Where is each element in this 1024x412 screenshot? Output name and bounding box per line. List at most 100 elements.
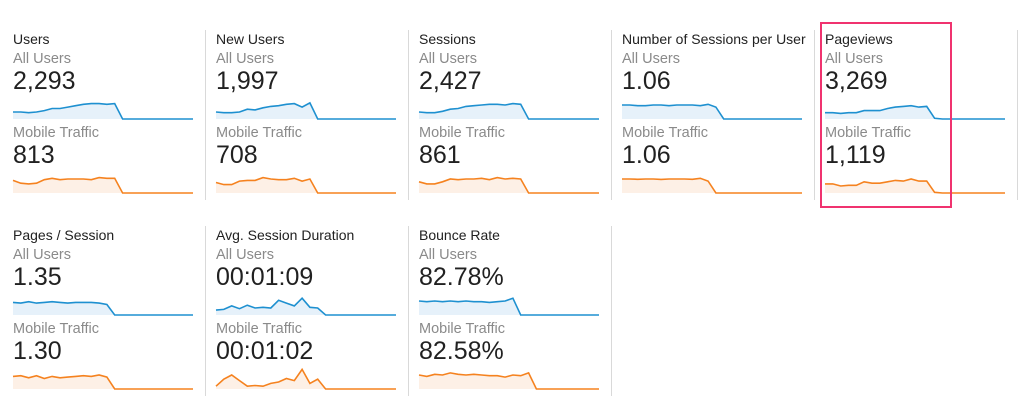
segment-label-mobile-traffic: Mobile Traffic [419, 125, 505, 141]
segment-label-all-users: All Users [419, 247, 478, 263]
segment-label-all-users: All Users [622, 51, 681, 67]
card-divider [611, 30, 612, 200]
metric-value-mobile-traffic: 82.58% [419, 337, 504, 365]
metric-value-mobile-traffic: 1.06 [622, 141, 671, 169]
sparkline-line [418, 102, 599, 120]
metric-card-new-users[interactable]: New Users All Users 1,997 Mobile Traffic… [215, 31, 408, 203]
sparkline-all-users [13, 102, 193, 120]
sparkline-area [825, 105, 1005, 119]
sparkline-all-users [418, 102, 599, 120]
metric-value-all-users: 2,427 [419, 67, 482, 95]
sparkline-area [622, 104, 802, 119]
metric-value-all-users: 00:01:09 [216, 263, 314, 291]
segment-label-mobile-traffic: Mobile Traffic [13, 321, 99, 337]
sparkline-area [13, 103, 193, 119]
metric-card-bounce-rate[interactable]: Bounce Rate All Users 82.78% Mobile Traf… [418, 227, 611, 399]
card-divider [408, 30, 409, 200]
sparkline-all-users [215, 297, 396, 316]
sparkline-area [13, 177, 193, 193]
metric-value-all-users: 2,293 [13, 67, 76, 95]
card-divider [408, 226, 409, 396]
sparkline-mobile-traffic [12, 176, 193, 194]
metric-value-mobile-traffic: 1,119 [825, 141, 886, 169]
segment-label-mobile-traffic: Mobile Traffic [216, 321, 302, 337]
metric-value-all-users: 3,269 [825, 67, 888, 95]
sparkline-all-users [12, 300, 193, 316]
sparkline-line [13, 102, 193, 120]
sparkline-line [12, 300, 193, 316]
sparkline-line [622, 103, 802, 120]
sparkline-mobile-traffic [215, 176, 396, 194]
sparkline-line [215, 176, 396, 194]
sparkline-area [419, 372, 599, 389]
metric-value-all-users: 1,997 [216, 67, 279, 95]
sparkline-area [622, 178, 802, 193]
metric-card-number-of-sessions-per-user[interactable]: Number of Sessions per User All Users 1.… [622, 31, 814, 203]
segment-label-all-users: All Users [419, 51, 478, 67]
metric-title: Avg. Session Duration [216, 227, 355, 243]
metric-title: New Users [216, 31, 285, 47]
sparkline-area [419, 103, 599, 119]
sparkline-mobile-traffic [418, 176, 599, 194]
sparkline-mobile-traffic [12, 374, 193, 390]
sparkline-line [418, 176, 599, 194]
metric-card-users[interactable]: Users All Users 2,293 Mobile Traffic 813 [12, 31, 205, 203]
sparkline-area [13, 375, 193, 389]
segment-label-all-users: All Users [825, 51, 884, 67]
segment-label-all-users: All Users [13, 51, 72, 67]
metric-card-pages-session[interactable]: Pages / Session All Users 1.35 Mobile Tr… [12, 227, 205, 399]
metric-title: Number of Sessions per User [622, 31, 806, 47]
sparkline-all-users [215, 101, 396, 120]
segment-label-all-users: All Users [216, 51, 275, 67]
sparkline-area [216, 298, 396, 315]
segment-label-mobile-traffic: Mobile Traffic [622, 125, 708, 141]
sparkline-line [418, 371, 599, 390]
segment-label-all-users: All Users [216, 247, 275, 263]
sparkline-line [825, 104, 1005, 120]
metric-value-mobile-traffic: 813 [13, 141, 55, 169]
card-divider [814, 30, 815, 200]
card-divider [611, 226, 612, 396]
segment-label-mobile-traffic: Mobile Traffic [13, 125, 99, 141]
sparkline-line [418, 297, 599, 316]
sparkline-mobile-traffic [825, 178, 1005, 194]
segment-label-mobile-traffic: Mobile Traffic [825, 125, 911, 141]
card-divider [205, 30, 206, 200]
metric-title: Pages / Session [13, 227, 115, 243]
card-divider [205, 226, 206, 396]
metric-title: Bounce Rate [419, 227, 500, 243]
sparkline-all-users [418, 297, 599, 316]
sparkline-area [216, 102, 396, 119]
sparkline-area [216, 177, 396, 193]
metric-title: Sessions [419, 31, 476, 47]
sparkline-area [419, 298, 599, 315]
sparkline-line [215, 297, 396, 316]
highlight-box-pageviews [820, 22, 952, 208]
metric-value-all-users: 82.78% [419, 263, 504, 291]
metric-value-all-users: 1.35 [13, 263, 62, 291]
metric-title: Pageviews [825, 31, 893, 47]
metric-value-all-users: 1.06 [622, 67, 671, 95]
metric-card-pageviews[interactable]: Pageviews All Users 3,269 Mobile Traffic… [825, 31, 1017, 203]
sparkline-all-users [622, 103, 802, 120]
sparkline-line [825, 178, 1005, 194]
sparkline-mobile-traffic [418, 371, 599, 390]
segment-label-mobile-traffic: Mobile Traffic [419, 321, 505, 337]
segment-label-all-users: All Users [13, 247, 72, 263]
sparkline-line [215, 101, 396, 120]
sparkline-area [13, 301, 193, 315]
sparkline-line [12, 374, 193, 390]
metric-card-sessions[interactable]: Sessions All Users 2,427 Mobile Traffic … [418, 31, 611, 203]
metric-title: Users [13, 31, 50, 47]
sparkline-area [216, 369, 396, 389]
sparkline-area [419, 177, 599, 193]
metric-value-mobile-traffic: 00:01:02 [216, 337, 314, 365]
sparkline-mobile-traffic [622, 177, 802, 194]
sparkline-line [622, 177, 802, 194]
sparkline-line [12, 176, 193, 194]
metric-value-mobile-traffic: 708 [216, 141, 258, 169]
metric-value-mobile-traffic: 1.30 [13, 337, 62, 365]
sparkline-mobile-traffic [215, 367, 396, 390]
sparkline-area [825, 179, 1005, 193]
metric-card-avg-session-duration[interactable]: Avg. Session Duration All Users 00:01:09… [215, 227, 408, 399]
